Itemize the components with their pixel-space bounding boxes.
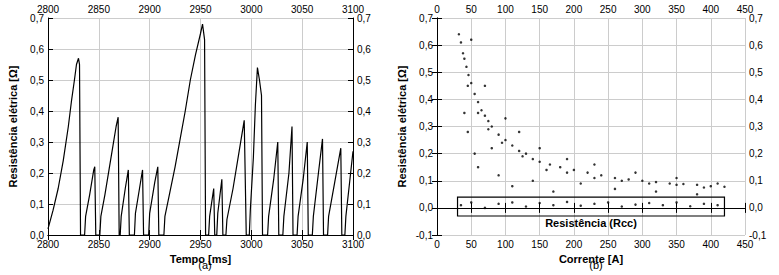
- svg-text:2900: 2900: [139, 239, 162, 250]
- svg-text:3000: 3000: [240, 4, 263, 15]
- svg-text:2850: 2850: [88, 4, 111, 15]
- svg-text:0,1: 0,1: [749, 175, 763, 186]
- svg-text:0,1: 0,1: [30, 199, 44, 210]
- svg-text:3100: 3100: [342, 4, 365, 15]
- svg-text:150: 150: [531, 4, 548, 15]
- svg-text:Resistência (Rcc): Resistência (Rcc): [545, 217, 637, 229]
- svg-text:0,5: 0,5: [749, 67, 763, 78]
- svg-text:0,4: 0,4: [30, 106, 44, 117]
- svg-text:(b): (b): [589, 259, 602, 271]
- svg-text:0,3: 0,3: [357, 137, 371, 148]
- svg-text:0,6: 0,6: [30, 44, 44, 55]
- svg-text:0,0: 0,0: [419, 202, 433, 213]
- svg-text:0,3: 0,3: [749, 121, 763, 132]
- svg-text:2850: 2850: [88, 239, 111, 250]
- svg-text:0,3: 0,3: [419, 121, 433, 132]
- svg-text:-0,1: -0,1: [416, 230, 434, 241]
- svg-text:0,5: 0,5: [419, 67, 433, 78]
- svg-text:0,6: 0,6: [419, 40, 433, 51]
- svg-text:0,2: 0,2: [749, 148, 763, 159]
- svg-text:400: 400: [702, 4, 719, 15]
- svg-text:Resistência elétrica [Ω]: Resistência elétrica [Ω]: [396, 65, 408, 187]
- svg-text:Corrente [A]: Corrente [A]: [558, 253, 624, 266]
- svg-text:300: 300: [634, 239, 651, 250]
- svg-text:Tempo [ms]: Tempo [ms]: [169, 253, 232, 266]
- svg-text:0,5: 0,5: [357, 75, 371, 86]
- svg-text:0,2: 0,2: [30, 168, 44, 179]
- svg-text:0,3: 0,3: [30, 137, 44, 148]
- svg-text:(a): (a): [198, 259, 211, 271]
- svg-text:0,4: 0,4: [749, 94, 763, 105]
- svg-text:450: 450: [737, 4, 754, 15]
- svg-text:200: 200: [566, 239, 583, 250]
- svg-text:3050: 3050: [291, 239, 314, 250]
- svg-text:0,1: 0,1: [357, 199, 371, 210]
- svg-text:0: 0: [434, 239, 440, 250]
- svg-text:200: 200: [566, 4, 583, 15]
- svg-text:0,7: 0,7: [30, 12, 44, 24]
- svg-text:3100: 3100: [342, 239, 365, 250]
- svg-text:3050: 3050: [291, 4, 314, 15]
- svg-text:0,7: 0,7: [749, 12, 763, 24]
- svg-text:0,4: 0,4: [419, 94, 433, 105]
- svg-text:2950: 2950: [189, 239, 212, 250]
- svg-text:2800: 2800: [37, 4, 60, 15]
- svg-text:2950: 2950: [189, 4, 212, 15]
- svg-text:0,7: 0,7: [419, 13, 433, 24]
- svg-text:0,2: 0,2: [357, 168, 371, 179]
- svg-text:0,0: 0,0: [357, 229, 371, 241]
- svg-text:0,0: 0,0: [749, 202, 763, 213]
- svg-text:400: 400: [702, 239, 719, 250]
- svg-text:2900: 2900: [139, 4, 162, 15]
- svg-text:-0,1: -0,1: [749, 229, 767, 241]
- svg-text:100: 100: [497, 239, 514, 250]
- svg-text:0,6: 0,6: [749, 40, 763, 51]
- svg-text:350: 350: [668, 239, 685, 250]
- svg-text:50: 50: [466, 4, 478, 15]
- svg-text:0,7: 0,7: [357, 12, 371, 24]
- svg-text:250: 250: [600, 4, 617, 15]
- svg-text:0,6: 0,6: [357, 44, 371, 55]
- svg-text:150: 150: [531, 239, 548, 250]
- svg-text:300: 300: [634, 4, 651, 15]
- svg-text:2800: 2800: [37, 239, 60, 250]
- svg-text:0,1: 0,1: [419, 175, 433, 186]
- svg-text:250: 250: [600, 239, 617, 250]
- svg-text:50: 50: [466, 239, 478, 250]
- svg-text:3000: 3000: [240, 239, 263, 250]
- svg-text:Resistência elétrica [Ω]: Resistência elétrica [Ω]: [7, 65, 19, 187]
- svg-text:450: 450: [737, 239, 754, 250]
- svg-text:0,5: 0,5: [30, 75, 44, 86]
- svg-text:350: 350: [668, 4, 685, 15]
- svg-text:0: 0: [434, 4, 440, 15]
- svg-text:0,2: 0,2: [419, 148, 433, 159]
- svg-text:0,4: 0,4: [357, 106, 371, 117]
- svg-text:0,0: 0,0: [30, 229, 44, 241]
- svg-text:100: 100: [497, 4, 514, 15]
